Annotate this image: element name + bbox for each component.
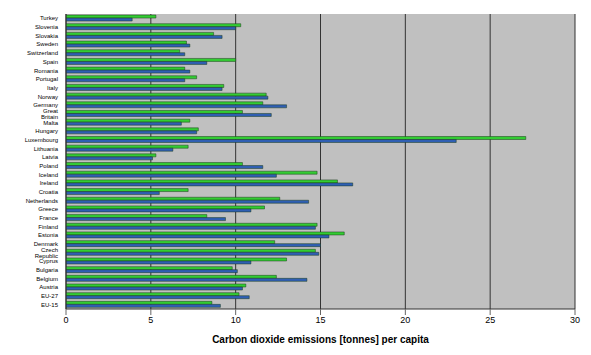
svg-text:Romania: Romania	[34, 68, 59, 74]
svg-text:Switzerland: Switzerland	[27, 50, 58, 56]
svg-text:Italy: Italy	[47, 85, 58, 91]
svg-text:Netherlands: Netherlands	[26, 198, 58, 204]
svg-text:10: 10	[231, 315, 241, 325]
svg-text:Estonia: Estonia	[38, 232, 59, 238]
svg-text:Luxembourg: Luxembourg	[25, 137, 58, 143]
svg-text:Spain: Spain	[43, 59, 58, 65]
svg-text:CzechRepublic: CzechRepublic	[35, 247, 58, 259]
svg-text:30: 30	[570, 315, 580, 325]
svg-text:5: 5	[148, 315, 153, 325]
svg-text:France: France	[39, 215, 58, 221]
svg-text:Norway: Norway	[38, 94, 58, 100]
svg-text:Turkey: Turkey	[40, 15, 58, 21]
svg-text:Germany: Germany	[33, 102, 58, 109]
svg-text:Ireland: Ireland	[40, 180, 58, 186]
svg-text:Portugal: Portugal	[36, 76, 58, 82]
svg-text:20: 20	[400, 315, 410, 325]
svg-text:Poland: Poland	[39, 163, 58, 169]
svg-text:Malta: Malta	[43, 120, 58, 126]
svg-text:Austria: Austria	[39, 284, 58, 290]
svg-text:Greece: Greece	[38, 206, 58, 212]
svg-text:Lithuania: Lithuania	[34, 146, 59, 152]
svg-text:Hungary: Hungary	[35, 128, 58, 134]
svg-text:GreatBritain: GreatBritain	[41, 108, 58, 120]
svg-text:Belgium: Belgium	[36, 276, 58, 282]
svg-text:Iceland: Iceland	[39, 172, 58, 178]
svg-text:Carbon dioxide emissions [tonn: Carbon dioxide emissions [tonnes] per ca…	[212, 334, 429, 345]
svg-text:Bulgaria: Bulgaria	[36, 267, 59, 273]
svg-text:Finland: Finland	[38, 224, 58, 230]
svg-text:Slovakia: Slovakia	[35, 33, 58, 39]
svg-text:Croatia: Croatia	[39, 189, 59, 195]
svg-text:25: 25	[485, 315, 495, 325]
svg-text:Cyprus: Cyprus	[39, 258, 58, 264]
svg-text:15: 15	[315, 315, 325, 325]
svg-text:0: 0	[63, 315, 68, 325]
svg-text:Slovenia: Slovenia	[35, 24, 59, 30]
svg-text:EU-27: EU-27	[41, 293, 59, 299]
svg-text:Denmark: Denmark	[33, 241, 58, 248]
svg-text:Latvia: Latvia	[42, 154, 59, 160]
svg-text:Sweden: Sweden	[36, 41, 58, 47]
svg-text:EU-15: EU-15	[41, 302, 59, 308]
